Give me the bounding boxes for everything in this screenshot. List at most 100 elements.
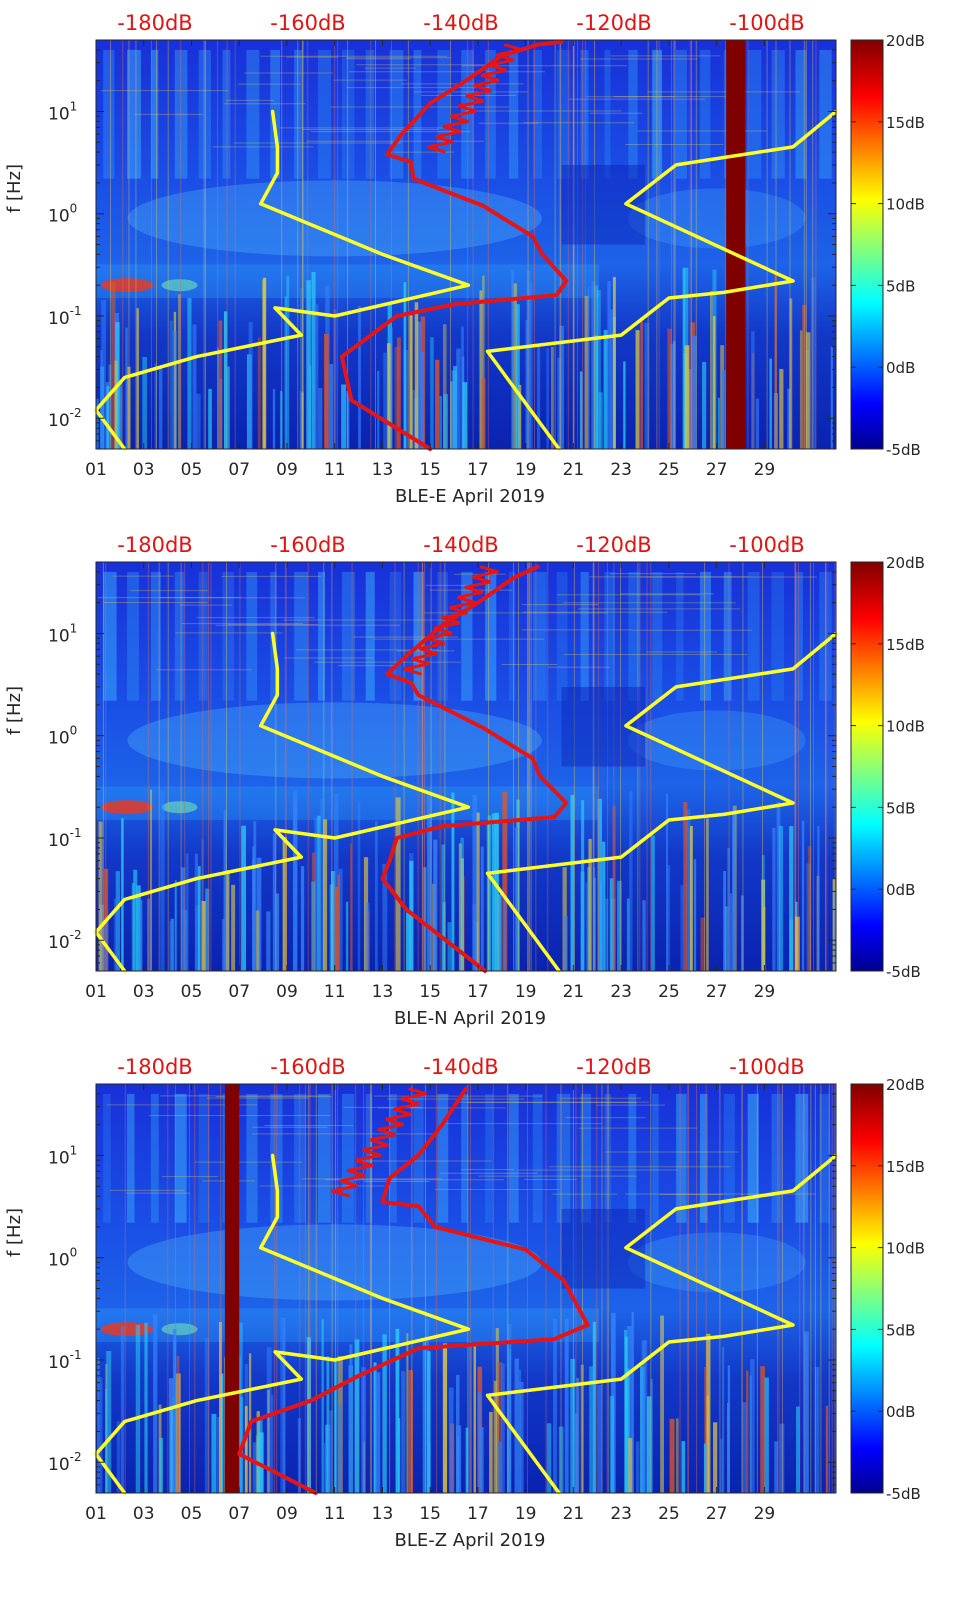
y-tick-exponent: 1 xyxy=(70,1143,78,1157)
daily-band xyxy=(628,571,641,701)
streak xyxy=(832,878,836,971)
streak xyxy=(817,825,820,971)
top-db-label: -120dB xyxy=(576,1055,651,1079)
streak xyxy=(170,1407,173,1493)
daily-band xyxy=(150,49,159,179)
streak xyxy=(282,1317,286,1493)
streak xyxy=(238,1322,243,1493)
streak xyxy=(713,1422,718,1493)
streak xyxy=(700,917,706,971)
noise-model-curve xyxy=(485,631,838,973)
daily-band xyxy=(652,49,663,179)
streak xyxy=(192,324,197,449)
streak xyxy=(422,1341,426,1493)
streak xyxy=(597,798,603,971)
streak xyxy=(321,1319,324,1493)
streak xyxy=(311,852,316,971)
streak xyxy=(363,857,369,971)
streak xyxy=(506,1323,512,1493)
top-db-label: -160dB xyxy=(270,1055,345,1079)
streak xyxy=(367,911,370,971)
streak xyxy=(774,272,777,449)
psd-curve xyxy=(339,39,569,451)
streak xyxy=(306,280,311,449)
streak xyxy=(692,335,697,449)
streak xyxy=(272,389,276,449)
streak xyxy=(576,1377,580,1493)
x-tick-label: 15 xyxy=(419,982,441,1002)
streak xyxy=(489,1411,493,1493)
streak xyxy=(724,906,729,971)
colorbar-label: 5dB xyxy=(886,277,915,295)
y-tick-exponent: -1 xyxy=(70,304,82,318)
streak xyxy=(493,1380,497,1493)
streak xyxy=(617,880,622,971)
streak xyxy=(176,1356,180,1493)
x-tick-label: 05 xyxy=(181,982,203,1002)
streak xyxy=(194,853,198,971)
streak xyxy=(607,281,611,449)
streak xyxy=(333,309,337,449)
streak xyxy=(205,888,210,971)
haze xyxy=(627,710,806,771)
streak xyxy=(306,1337,312,1493)
storm-hotspot xyxy=(161,1323,198,1336)
streak xyxy=(570,1358,576,1493)
daily-band xyxy=(294,49,303,179)
colorbar xyxy=(850,561,884,972)
streak xyxy=(453,366,458,449)
colorbar xyxy=(850,39,884,450)
daily-band xyxy=(556,1093,571,1223)
x-tick-label: 03 xyxy=(133,1504,155,1524)
streak xyxy=(334,886,339,971)
streak xyxy=(546,1423,552,1493)
streak xyxy=(651,835,655,971)
streak xyxy=(147,898,151,971)
daily-band xyxy=(771,571,785,701)
streak xyxy=(211,1413,217,1493)
daily-band xyxy=(413,1093,424,1223)
streak xyxy=(160,790,165,971)
x-tick-label: 17 xyxy=(467,982,489,1002)
streak xyxy=(267,1390,270,1493)
daily-band xyxy=(174,1093,187,1223)
daily-band xyxy=(389,571,402,701)
streak xyxy=(414,302,419,449)
streak xyxy=(427,792,432,971)
x-tick-label: 21 xyxy=(563,982,585,1002)
streak xyxy=(494,812,499,971)
daily-band xyxy=(628,49,638,179)
streak xyxy=(825,1405,829,1493)
daily-band xyxy=(580,1093,592,1223)
streak xyxy=(779,1423,785,1493)
daily-band xyxy=(485,1093,494,1223)
x-tick-label: 09 xyxy=(276,1504,298,1524)
colorbar-label: 15dB xyxy=(886,636,925,654)
x-tick-label: 27 xyxy=(706,982,728,1002)
streak xyxy=(118,382,122,449)
noise-model-curve xyxy=(94,631,471,934)
spectrogram-texture xyxy=(96,562,837,971)
streak xyxy=(390,327,393,449)
x-tick-label: 21 xyxy=(563,1504,585,1524)
streak xyxy=(473,1345,476,1493)
streak xyxy=(472,795,478,971)
x-tick-label: 21 xyxy=(563,460,585,480)
y-tick-base: 10 xyxy=(48,933,70,953)
haze xyxy=(127,180,542,257)
x-tick-label: 17 xyxy=(467,1504,489,1524)
streak xyxy=(704,1366,707,1493)
quiet-zone xyxy=(561,1208,646,1289)
streak xyxy=(665,793,669,971)
storm-hotspot xyxy=(161,801,198,814)
streak xyxy=(597,1384,602,1493)
streak xyxy=(349,1344,353,1493)
colorbar-label: 15dB xyxy=(886,114,925,132)
y-tick-label: 100 xyxy=(48,724,77,749)
daily-band xyxy=(150,571,161,701)
x-tick-label: 29 xyxy=(754,982,776,1002)
daily-band xyxy=(318,49,331,179)
daily-band xyxy=(819,49,832,179)
daily-band xyxy=(819,1093,830,1223)
streak xyxy=(515,304,520,449)
